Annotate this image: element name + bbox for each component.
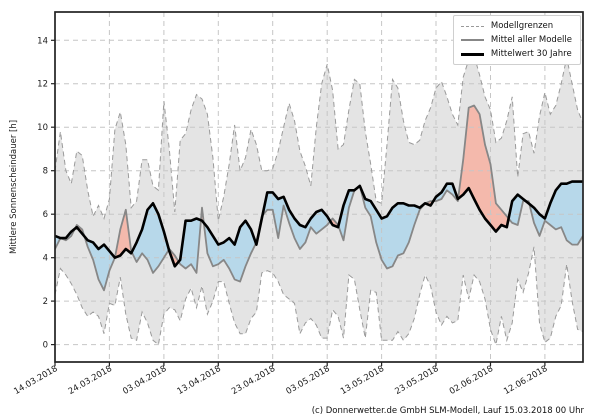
dashed-line-icon [460, 25, 484, 27]
x-tick-label: 13.04.2018 [176, 364, 223, 397]
model-upper-bound-line [55, 54, 583, 221]
fill-model-below-climate [55, 181, 583, 291]
x-tick-label: 03.04.2018 [121, 364, 168, 397]
black-line-icon [460, 52, 484, 56]
x-tick-label: 14.03.2018 [12, 364, 59, 397]
model-mean-line [55, 104, 583, 292]
legend-label: Mittelwert 30 Jahre [490, 49, 572, 59]
legend-label: Modellgrenzen [490, 21, 554, 31]
x-tick-label: 23.05.2018 [393, 364, 440, 397]
x-tick-label: 12.06.2018 [502, 364, 549, 397]
legend: Modellgrenzen Mittel aller Modelle Mitte… [452, 15, 581, 65]
x-tick-label: 02.06.2018 [448, 364, 495, 397]
y-tick-label: 12 [37, 80, 48, 90]
y-tick-label: 2 [43, 297, 48, 307]
y-tick-label: 10 [37, 123, 48, 133]
y-axis-label: Mittlere Sonnenscheindauer [h] [9, 119, 19, 255]
model-lower-bound-line [55, 246, 583, 347]
legend-item-mittelwert-30-jahre: Mittelwert 30 Jahre [460, 49, 572, 59]
legend-item-mittel-aller-modelle: Mittel aller Modelle [460, 35, 572, 45]
y-tick-label: 14 [37, 36, 48, 46]
fill-model-above-climate [75, 105, 530, 267]
plot-border [54, 11, 584, 363]
y-tick-label: 4 [43, 254, 48, 264]
legend-item-modellgrenzen: Modellgrenzen [460, 21, 572, 31]
y-tick-label: 6 [43, 210, 48, 220]
x-tick-label: 03.05.2018 [285, 364, 332, 397]
copyright-caption: (c) Donnerwetter.de GmbH SLM-Modell, Lau… [311, 406, 584, 416]
gray-line-icon [460, 39, 484, 41]
climate-mean-line [55, 180, 583, 268]
y-tick-label: 0 [43, 341, 48, 351]
y-tick-label: 8 [43, 167, 48, 177]
legend-label: Mittel aller Modelle [490, 35, 572, 45]
x-tick-label: 13.05.2018 [339, 364, 386, 397]
x-tick-label: 24.03.2018 [67, 364, 114, 397]
x-tick-label: 23.04.2018 [230, 364, 277, 397]
